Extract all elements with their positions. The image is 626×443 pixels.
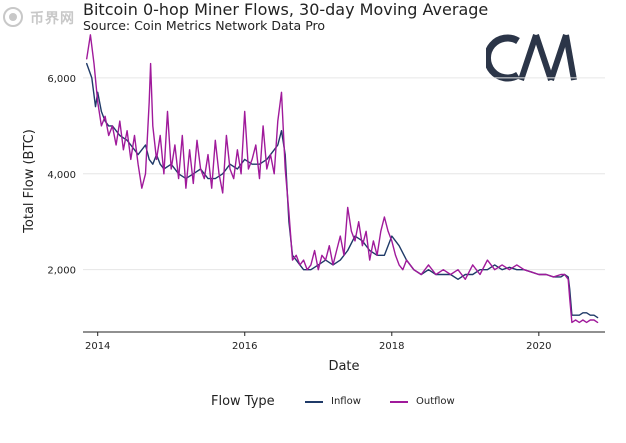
chart-title: Bitcoin 0-hop Miner Flows, 30-day Moving… xyxy=(83,0,489,19)
legend-label-outflow: Outflow xyxy=(416,396,455,407)
y-tick-label: 2,000 xyxy=(47,266,76,277)
legend-label-inflow: Inflow xyxy=(331,396,361,407)
legend-item-outflow: Outflow xyxy=(390,396,455,407)
grid-lines xyxy=(83,77,605,271)
series-line-inflow xyxy=(85,62,599,319)
x-tick-label: 2014 xyxy=(85,341,110,352)
legend: Flow Type Inflow Outflow xyxy=(0,392,626,414)
legend-item-inflow: Inflow xyxy=(305,396,361,407)
x-tick-label: 2016 xyxy=(232,341,257,352)
y-axis-title: Total Flow (BTC) xyxy=(22,129,37,234)
watermark: 币界网 xyxy=(2,7,97,27)
watermark-coin-icon xyxy=(3,7,23,27)
x-axis-ticks: 2014 2016 2018 2020 xyxy=(85,332,552,352)
x-tick-label: 2018 xyxy=(379,341,404,352)
chart-subtitle: Source: Coin Metrics Network Data Pro xyxy=(83,18,326,33)
y-tick-label: 6,000 xyxy=(47,74,76,85)
x-axis-title: Date xyxy=(328,359,359,374)
y-tick-label: 4,000 xyxy=(47,170,76,181)
legend-title: Flow Type xyxy=(211,394,275,409)
watermark-text: 币界网 xyxy=(30,11,75,27)
x-tick-label: 2020 xyxy=(526,341,551,352)
series-lines xyxy=(85,34,599,324)
legend-swatch-inflow xyxy=(305,400,323,403)
y-axis-ticks: 2,000 4,000 6,000 xyxy=(47,74,76,277)
legend-swatch-outflow xyxy=(390,400,408,403)
series-line-outflow xyxy=(85,34,599,324)
